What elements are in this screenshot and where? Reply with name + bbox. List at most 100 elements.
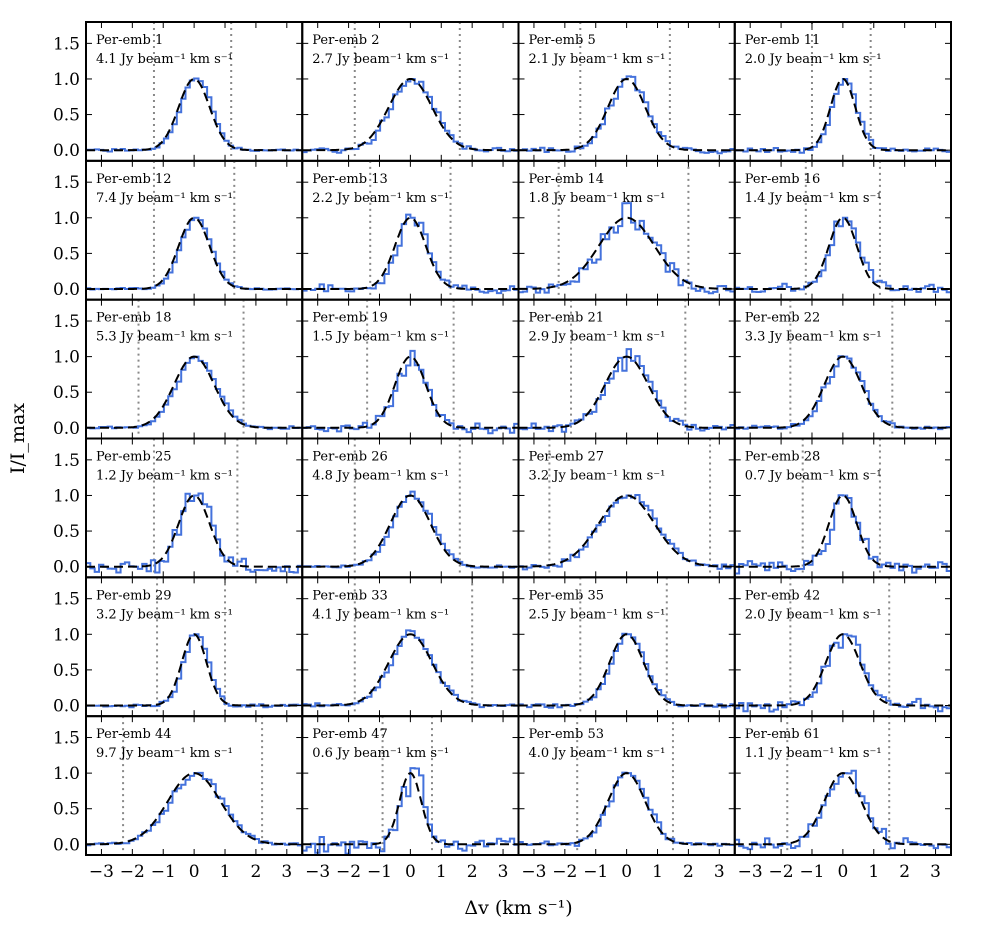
spectrum-line bbox=[518, 771, 735, 847]
gaussian-fit-line bbox=[734, 494, 951, 568]
panel-name-label: Per-emb 33 bbox=[312, 588, 387, 603]
panel-plot-area bbox=[734, 577, 951, 717]
panel-flux-label: 4.0 Jy beam⁻¹ km s⁻¹ bbox=[529, 746, 666, 761]
panel-flux-label: 2.1 Jy beam⁻¹ km s⁻¹ bbox=[529, 52, 666, 67]
spectrum-line bbox=[734, 78, 951, 154]
panel-per-emb-18: Per-emb 18 5.3 Jy beam⁻¹ km s⁻¹ 0.0 0.5 1.0 1… bbox=[53, 298, 304, 440]
gaussian-fit-line bbox=[518, 772, 735, 846]
spectrum-line bbox=[86, 492, 303, 574]
y-tick-label: 1.5 bbox=[53, 590, 80, 610]
y-tick-label: 1.0 bbox=[53, 348, 80, 368]
x-tick-label: 2 bbox=[683, 862, 694, 882]
spectrum-line bbox=[302, 78, 519, 154]
x-tick-label: 1 bbox=[436, 862, 447, 882]
panel-name-label: Per-emb 47 bbox=[312, 727, 387, 742]
panel-flux-label: 3.2 Jy beam⁻¹ km s⁻¹ bbox=[96, 607, 233, 622]
panel-plot-area bbox=[734, 160, 951, 300]
panel-per-emb-13: Per-emb 13 2.2 Jy beam⁻¹ km s⁻¹ bbox=[301, 159, 520, 301]
panel-per-emb-19: Per-emb 19 1.5 Jy beam⁻¹ km s⁻¹ bbox=[301, 298, 520, 440]
x-tick-label: −3 bbox=[521, 862, 546, 882]
panel-name-label: Per-emb 16 bbox=[745, 172, 820, 187]
x-tick-label: 0 bbox=[837, 862, 848, 882]
spectrum-line bbox=[734, 633, 951, 713]
gaussian-fit-line bbox=[302, 633, 519, 707]
panel-flux-label: 5.3 Jy beam⁻¹ km s⁻¹ bbox=[96, 330, 233, 345]
panel-per-emb-5: Per-emb 5 2.1 Jy beam⁻¹ km s⁻¹ bbox=[517, 21, 736, 162]
x-tick-label: −3 bbox=[738, 862, 763, 882]
panel-plot-area bbox=[518, 160, 735, 300]
panel-plot-area bbox=[302, 577, 519, 717]
panel-flux-label: 2.0 Jy beam⁻¹ km s⁻¹ bbox=[745, 607, 882, 622]
panel-name-label: Per-emb 27 bbox=[529, 450, 604, 465]
x-tick-label: 3 bbox=[498, 862, 509, 882]
gaussian-fit-line bbox=[518, 355, 735, 429]
y-tick-label: 0.5 bbox=[53, 522, 80, 542]
panel-per-emb-44: Per-emb 44 9.7 Jy beam⁻¹ km s⁻¹ 0.0 0.5 1.0 1… bbox=[53, 715, 304, 882]
spectrum-line bbox=[518, 75, 735, 155]
panel-name-label: Per-emb 14 bbox=[529, 172, 604, 187]
gaussian-fit-line bbox=[518, 77, 735, 152]
panel-per-emb-53: Per-emb 53 4.0 Jy beam⁻¹ km s⁻¹ −3 −2 −1 0 1 2 3 bbox=[517, 715, 736, 882]
gaussian-fit-line bbox=[86, 355, 303, 429]
x-tick-label: 1 bbox=[220, 862, 231, 882]
x-tick-label: −2 bbox=[120, 862, 145, 882]
panel-plot-area bbox=[302, 438, 519, 578]
y-tick-label: 0.5 bbox=[53, 661, 80, 681]
spectrum-line bbox=[86, 771, 303, 847]
gaussian-fit-line bbox=[86, 216, 303, 290]
y-tick-label: 1.5 bbox=[53, 34, 80, 54]
y-tick-label: 0.5 bbox=[53, 244, 80, 264]
y-axis-label: I/I_max bbox=[7, 403, 29, 474]
spectrum-line bbox=[302, 767, 519, 855]
panel-plot-area bbox=[518, 438, 735, 578]
gaussian-fit-line bbox=[734, 355, 951, 429]
panel-name-label: Per-emb 18 bbox=[96, 311, 171, 326]
spectrum-line bbox=[734, 494, 951, 575]
y-tick-label: 0.0 bbox=[53, 419, 80, 439]
x-tick-label: −3 bbox=[89, 862, 114, 882]
gaussian-fit-line bbox=[518, 633, 735, 707]
panel-flux-label: 4.1 Jy beam⁻¹ km s⁻¹ bbox=[312, 607, 449, 622]
y-tick-label: 0.0 bbox=[53, 835, 80, 855]
panel-plot-area bbox=[86, 438, 303, 578]
panel-name-label: Per-emb 26 bbox=[312, 450, 387, 465]
spectrum-line bbox=[86, 216, 303, 291]
panel-name-label: Per-emb 28 bbox=[745, 450, 820, 465]
y-tick-label: 1.5 bbox=[53, 312, 80, 332]
panel-plot-area bbox=[86, 160, 303, 300]
panel-name-label: Per-emb 35 bbox=[529, 588, 604, 603]
panel-flux-label: 9.7 Jy beam⁻¹ km s⁻¹ bbox=[96, 746, 233, 761]
spectrum-line bbox=[302, 490, 519, 569]
x-tick-label: 1 bbox=[868, 862, 879, 882]
panel-plot-area bbox=[734, 438, 951, 578]
panel-flux-label: 2.5 Jy beam⁻¹ km s⁻¹ bbox=[529, 607, 666, 622]
panel-plot-area bbox=[302, 160, 519, 300]
panel-per-emb-12: Per-emb 12 7.4 Jy beam⁻¹ km s⁻¹ 0.0 0.5 1.0 1… bbox=[53, 159, 304, 301]
panel-flux-label: 2.2 Jy beam⁻¹ km s⁻¹ bbox=[312, 191, 449, 206]
x-tick-label: −1 bbox=[151, 862, 176, 882]
gaussian-fit-line bbox=[734, 77, 951, 152]
panel-per-emb-29: Per-emb 29 3.2 Jy beam⁻¹ km s⁻¹ 0.0 0.5 1.0 1… bbox=[53, 576, 304, 718]
gaussian-fit-line bbox=[518, 494, 735, 568]
gaussian-fit-line bbox=[734, 633, 951, 707]
panel-plot-area bbox=[86, 299, 303, 439]
spectrum-line bbox=[518, 348, 735, 433]
y-tick-label: 1.5 bbox=[53, 173, 80, 193]
y-tick-label: 1.5 bbox=[53, 729, 80, 749]
panel-per-emb-47: Per-emb 47 0.6 Jy beam⁻¹ km s⁻¹ −3 −2 −1 0 1 2 3 bbox=[301, 715, 520, 882]
panel-plot-area bbox=[518, 22, 735, 161]
y-tick-label: 1.5 bbox=[53, 451, 80, 471]
panel-name-label: Per-emb 42 bbox=[745, 588, 820, 603]
x-tick-label: −1 bbox=[583, 862, 608, 882]
panel-name-label: Per-emb 22 bbox=[745, 311, 820, 326]
spectrum-line bbox=[302, 213, 519, 295]
spectrum-line bbox=[86, 633, 303, 709]
x-tick-label: −3 bbox=[305, 862, 330, 882]
panel-flux-label: 0.7 Jy beam⁻¹ km s⁻¹ bbox=[745, 469, 882, 484]
x-tick-label: 0 bbox=[405, 862, 416, 882]
panel-flux-label: 2.7 Jy beam⁻¹ km s⁻¹ bbox=[312, 52, 449, 67]
panel-per-emb-2: Per-emb 2 2.7 Jy beam⁻¹ km s⁻¹ bbox=[301, 21, 520, 162]
panel-flux-label: 3.2 Jy beam⁻¹ km s⁻¹ bbox=[529, 469, 666, 484]
